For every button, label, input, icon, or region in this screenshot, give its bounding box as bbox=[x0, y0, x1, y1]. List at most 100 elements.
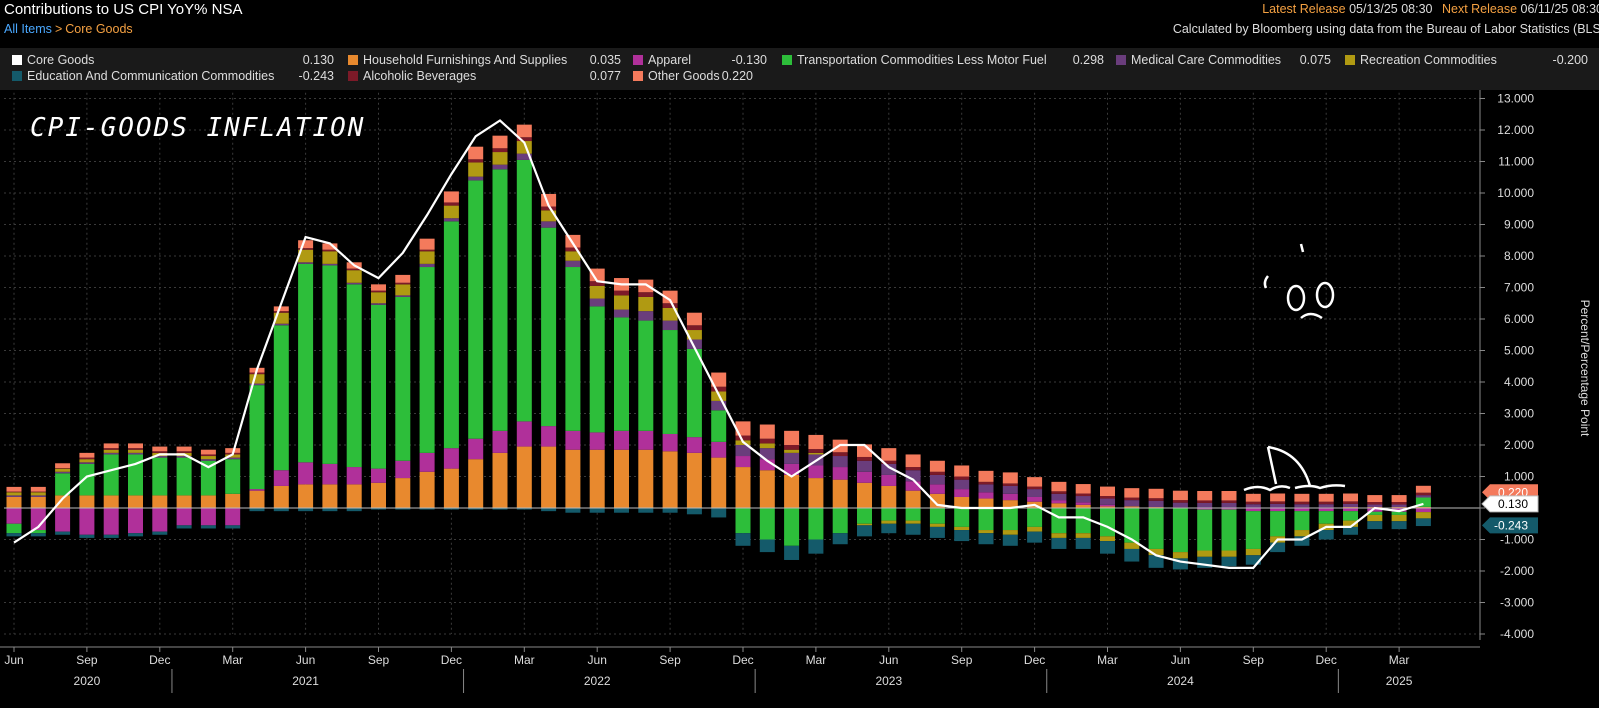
bar-medical bbox=[1002, 485, 1018, 494]
bar-furnishings bbox=[662, 451, 678, 508]
x-month-label: Sep bbox=[1243, 653, 1265, 667]
bar-apparel bbox=[905, 481, 921, 491]
end-label-text: -0.243 bbox=[1494, 518, 1528, 532]
legend-swatch-recreation bbox=[1345, 55, 1355, 65]
bar-alcohol bbox=[1100, 496, 1115, 499]
bar-education bbox=[711, 508, 727, 518]
bar-furnishings bbox=[565, 449, 581, 508]
bar-apparel bbox=[1294, 508, 1310, 512]
x-month-label: Sep bbox=[659, 653, 681, 667]
bar-medical bbox=[1367, 504, 1383, 508]
bar-other bbox=[1270, 493, 1286, 502]
bar-education bbox=[1391, 521, 1407, 530]
bar-alcohol bbox=[1027, 486, 1043, 490]
breadcrumb-core-goods[interactable]: Core Goods bbox=[65, 22, 133, 36]
chart-title: Contributions to US CPI YoY% NSA bbox=[4, 1, 243, 18]
bar-apparel bbox=[30, 508, 46, 531]
bar-other bbox=[1124, 488, 1140, 498]
legend-recreation[interactable]: Recreation Commodities -0.200 bbox=[1345, 53, 1588, 68]
legend-apparel[interactable]: Apparel -0.130 bbox=[633, 53, 767, 68]
bar-education bbox=[152, 531, 168, 535]
bar-other bbox=[298, 240, 314, 249]
bar-education bbox=[298, 508, 314, 512]
bar-education bbox=[371, 508, 386, 510]
bar-alcohol bbox=[443, 202, 459, 206]
bar-other bbox=[322, 243, 338, 250]
legend-label-recreation: Recreation Commodities bbox=[1360, 53, 1497, 67]
legend-alcohol[interactable]: Alcoholic Beverages 0.077 bbox=[348, 69, 621, 84]
bar-education bbox=[638, 508, 654, 513]
legend-medical[interactable]: Medical Care Commodities 0.075 bbox=[1116, 53, 1331, 68]
bar-transport bbox=[978, 508, 994, 531]
bar-alcohol bbox=[832, 452, 848, 457]
bar-apparel bbox=[200, 508, 216, 526]
bar-education bbox=[443, 508, 459, 510]
data-source: Calculated by Bloomberg using data from … bbox=[1172, 22, 1599, 36]
bar-recreation bbox=[1245, 548, 1261, 556]
bar-apparel bbox=[614, 430, 629, 450]
bar-education bbox=[1367, 521, 1383, 530]
y-tick-label: 3.000 bbox=[1504, 407, 1534, 421]
bar-furnishings bbox=[6, 496, 22, 508]
chart-area: 13.000 12.000 11.000 10.000 9.000 8.000 7.000 6… bbox=[0, 90, 1592, 693]
legend-other-goods[interactable]: Other Goods 0.220 bbox=[633, 69, 753, 84]
bar-alcohol bbox=[614, 290, 629, 296]
bar-other bbox=[589, 268, 605, 282]
x-year-label: 2021 bbox=[292, 674, 319, 688]
x-month-label: Jun bbox=[588, 653, 607, 667]
bar-medical bbox=[492, 164, 508, 170]
bar-medical bbox=[759, 448, 775, 460]
legend-education[interactable]: Education And Communication Commodities -… bbox=[12, 69, 334, 84]
end-label-core: 0.130 bbox=[1481, 495, 1539, 513]
bar-medical bbox=[1318, 504, 1334, 508]
bar-alcohol bbox=[346, 268, 362, 271]
bar-other bbox=[662, 290, 678, 304]
legend-core-goods[interactable]: Core Goods 0.130 bbox=[12, 53, 334, 68]
bar-alcohol bbox=[128, 448, 143, 450]
bar-education bbox=[1172, 558, 1188, 570]
bar-education bbox=[662, 508, 678, 513]
bar-alcohol bbox=[881, 460, 897, 464]
bar-transport bbox=[735, 508, 751, 534]
bar-education bbox=[395, 508, 411, 510]
bar-apparel bbox=[176, 508, 192, 526]
bar-medical bbox=[346, 282, 362, 285]
x-month-label: Dec bbox=[732, 653, 753, 667]
bar-recreation bbox=[322, 251, 338, 264]
bar-transport bbox=[225, 459, 241, 494]
bar-furnishings bbox=[857, 482, 872, 508]
bar-transport bbox=[784, 508, 800, 546]
bar-furnishings bbox=[395, 478, 411, 508]
legend-transportation[interactable]: Transportation Commodities Less Motor Fu… bbox=[782, 53, 1104, 68]
bar-alcohol bbox=[1221, 500, 1237, 503]
bar-furnishings bbox=[225, 493, 241, 508]
bar-medical bbox=[1100, 498, 1115, 505]
bar-transport bbox=[905, 508, 921, 521]
y-tick-label: 5.000 bbox=[1504, 344, 1534, 358]
end-label-box bbox=[1481, 495, 1539, 513]
bar-medical bbox=[152, 456, 168, 458]
bar-furnishings bbox=[1100, 506, 1115, 508]
bar-other bbox=[1148, 488, 1164, 499]
bar-other bbox=[1367, 495, 1383, 503]
bar-transport bbox=[298, 263, 314, 463]
legend-label-other: Other Goods bbox=[648, 69, 720, 83]
bar-furnishings bbox=[200, 495, 216, 508]
bar-education bbox=[516, 508, 532, 510]
legend-furnishings[interactable]: Household Furnishings And Supplies 0.035 bbox=[348, 53, 621, 68]
bar-apparel bbox=[1027, 496, 1043, 502]
y-axis: 13.000 12.000 11.000 10.000 9.000 8.000 7.000 6… bbox=[1479, 90, 1534, 641]
bar-medical bbox=[298, 262, 314, 264]
bar-apparel bbox=[322, 463, 338, 485]
bar-recreation bbox=[128, 449, 143, 453]
bar-other bbox=[1294, 493, 1310, 502]
bar-other bbox=[978, 470, 994, 482]
bar-other bbox=[371, 284, 386, 291]
bar-apparel bbox=[1075, 502, 1091, 505]
breadcrumb-all-items[interactable]: All Items bbox=[4, 22, 52, 36]
bar-other bbox=[492, 135, 508, 149]
bar-recreation bbox=[1391, 514, 1407, 522]
bar-apparel bbox=[6, 508, 22, 524]
x-month-label: Mar bbox=[514, 653, 535, 667]
bar-recreation bbox=[468, 162, 484, 177]
